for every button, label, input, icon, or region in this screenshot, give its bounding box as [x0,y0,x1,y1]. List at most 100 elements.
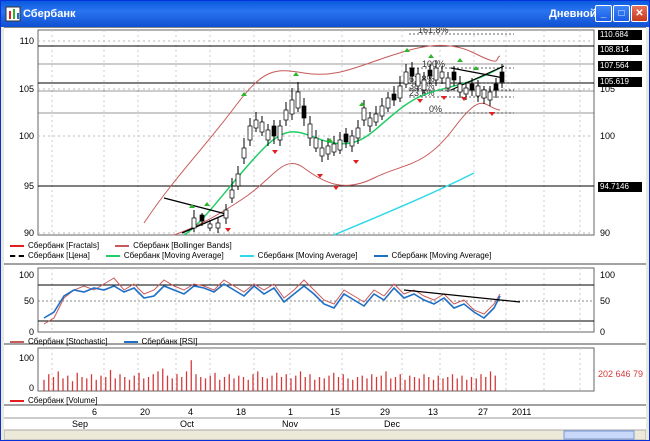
candle-body [325,145,331,155]
moving-average-slow [333,172,475,236]
time-axis-day: 20 [140,407,150,417]
legend-label: Сбербанк [Fractals] [28,241,100,250]
legend-swatch [10,244,24,247]
rsi-line [43,283,501,320]
candle-body [253,119,259,129]
candle-body [313,137,319,149]
vol-legend-item: Сбербанк [Volume] [8,396,97,405]
price-tick-label-right: 105 [600,84,615,94]
candle-body [469,83,475,91]
candle-body [397,85,403,99]
legend-label: Сбербанк [Moving Average] [123,251,224,260]
candle-body [301,105,307,119]
price-tick-label-right: 90 [600,228,610,238]
fractal-up-marker [359,102,365,106]
candle-body [343,133,349,143]
fibonacci-label: 161.8% [418,28,449,35]
price-label-high: 110.684 [598,30,642,40]
time-axis-day: 6 [92,407,97,417]
price-panel-frame [37,29,595,236]
candle-body [367,117,373,127]
price-label-last: 105.619 [598,77,642,87]
candle-body [433,67,439,81]
price-legend: Сбербанк [Fractals] Сбербанк [Bollinger B… [8,241,505,261]
candle-body [415,73,421,87]
fractal-up-marker [204,202,210,206]
candle-body [307,123,313,139]
bollinger-upper [143,44,501,224]
candle-body [385,97,391,109]
legend-label: Сбербанк [RSI] [141,337,198,346]
oscillator-panel-frame [37,267,595,333]
minimize-icon: _ [600,8,607,19]
price-legend-item: Сбербанк [Moving Average] [238,251,358,260]
candle-body [247,125,253,141]
legend-swatch [10,340,24,343]
scrollbar-thumb[interactable] [563,430,635,440]
candle-body [283,109,289,121]
price-legend-item: Сбербанк [Fractals] [8,241,99,250]
candle-body [331,143,337,153]
fibonacci-label: 23.6% [409,88,435,98]
volume-legend: Сбербанк [Volume] [8,396,111,406]
chart-area[interactable]: 11010510095901051009590161.8%100%61.8%38… [4,27,646,440]
fractal-up-marker [293,72,299,76]
close-icon: ✕ [635,8,644,19]
legend-swatch [239,254,254,257]
candle-body [265,129,271,141]
volume-last-value: 202 646 79 [598,369,643,379]
candle-body [487,91,493,101]
title-bar[interactable]: Сбербанк Дневной _ □ ✕ [1,1,649,27]
time-axis-day: 4 [188,407,193,417]
close-button[interactable]: ✕ [631,5,648,22]
candle-body [319,147,325,157]
horizontal-scrollbar [4,429,646,440]
legend-label: Сбербанк [Moving Average] [391,251,492,260]
chart-canvas[interactable]: 11010510095901051009590161.8%100%61.8%38… [4,28,646,440]
candle-body [427,69,433,77]
candle-body [271,125,277,137]
candle-body [199,214,205,222]
fractal-down-marker [489,112,495,116]
legend-swatch [10,254,24,257]
candle-body [337,139,343,151]
fibonacci-label: 0% [429,104,442,114]
window-title: Сбербанк [23,8,76,20]
price-tick-label-right: 100 [600,131,615,141]
maximize-icon: □ [618,8,625,19]
trend-line [450,67,505,79]
oscillator-tick-label: 0 [29,327,34,337]
fractal-up-marker [189,204,195,208]
candle-body [223,209,229,219]
fractal-up-marker [428,54,434,58]
candle-body [241,147,247,159]
fractal-down-marker [353,160,359,164]
candle-body [403,71,409,85]
price-label-108: 108.814 [598,45,642,55]
price-tick-label: 110 [20,36,34,46]
candle-body [391,93,397,101]
volume-panel-frame [37,347,595,392]
fibonacci-label: 100% [422,59,445,69]
timeframe-label: Дневной [549,8,597,20]
legend-swatch [123,340,138,343]
maximize-button[interactable]: □ [613,5,630,22]
legend-label: Сбербанк [Volume] [28,396,98,405]
minimize-button[interactable]: _ [595,5,612,22]
candle-body [409,67,415,77]
fractal-up-marker [241,92,247,96]
osc-legend-item: Сбербанк [Stochastic] [8,337,108,346]
candle-body [445,77,451,89]
candle-body [215,222,221,229]
candle-body [349,135,355,147]
oscillator-tick-label: 50 [24,296,34,306]
candle-body [457,83,463,93]
candle-body [207,223,213,229]
price-tick-label: 95 [24,181,34,191]
candle-body [191,217,197,229]
candle-body [229,189,235,199]
fractal-up-marker [473,66,479,70]
price-legend-item: Сбербанк [Moving Average] [372,251,492,260]
candle-body [235,173,241,187]
